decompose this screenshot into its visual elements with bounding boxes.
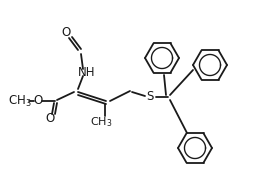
Text: CH$_3$: CH$_3$ (8, 93, 32, 108)
Text: CH$_3$: CH$_3$ (90, 115, 112, 129)
Text: O: O (46, 111, 55, 124)
Text: methoxy: methoxy (0, 187, 1, 188)
Text: NH: NH (78, 65, 96, 79)
Text: S: S (146, 90, 154, 104)
Text: O: O (33, 95, 43, 108)
Text: O: O (61, 27, 71, 39)
